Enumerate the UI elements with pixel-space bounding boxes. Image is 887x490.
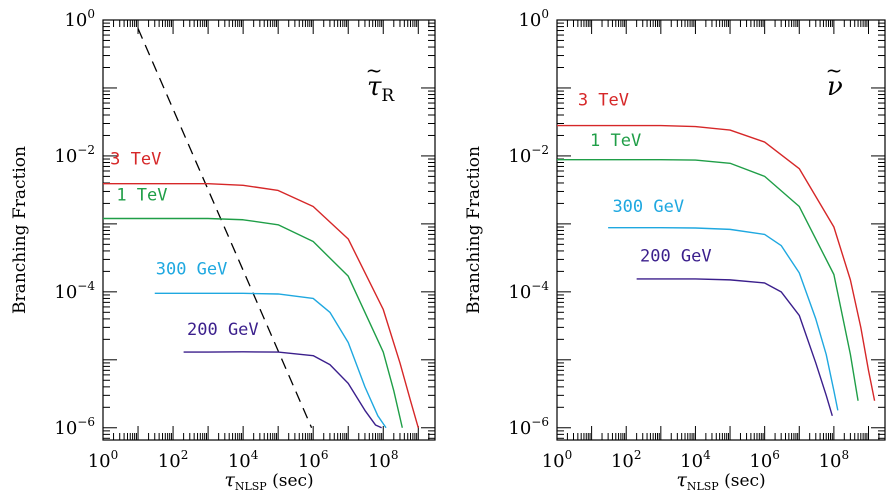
x-tick-label: 106 <box>298 448 329 472</box>
panel-label: τR <box>367 72 395 106</box>
series-label-3-tev: 3 TeV <box>578 91 629 111</box>
y-tick-label: 10−4 <box>508 279 549 303</box>
x-tick-label: 106 <box>749 448 780 472</box>
y-tick-label: 100 <box>518 7 549 31</box>
series-label-200-gev: 200 GeV <box>640 246 712 266</box>
series-line-3-tev <box>103 184 418 428</box>
y-axis-label: Branching Fraction <box>464 146 484 314</box>
series-line-200-gev <box>637 279 833 416</box>
y-tick-label: 10−4 <box>54 279 95 303</box>
series-line-200-gev <box>184 352 382 428</box>
y-tick-label: 100 <box>64 7 95 31</box>
series-label-1-tev: 1 TeV <box>116 186 167 206</box>
x-tick-label: 102 <box>611 448 642 472</box>
plot-frame <box>103 20 435 440</box>
series-label-200-gev: 200 GeV <box>187 320 259 340</box>
x-tick-label: 108 <box>368 448 399 472</box>
x-tick-label: 100 <box>88 448 119 472</box>
x-tick-label: 100 <box>542 448 573 472</box>
series-line-300-gev <box>155 293 386 427</box>
series-label-3-tev: 3 TeV <box>110 149 161 169</box>
series-label-300-gev: 300 GeV <box>156 259 228 279</box>
y-tick-label: 10−2 <box>54 143 95 167</box>
panel-label: ν <box>827 72 843 102</box>
x-tick-label: 108 <box>819 448 850 472</box>
y-axis-label: Branching Fraction <box>10 146 30 314</box>
x-axis-label: τNLSP (sec) <box>676 469 765 490</box>
x-axis-label: τNLSP (sec) <box>224 469 313 490</box>
y-tick-label: 10−6 <box>54 415 95 439</box>
series-line-1-tev <box>557 160 858 401</box>
y-tick-label: 10−6 <box>508 415 549 439</box>
series-label-300-gev: 300 GeV <box>612 197 684 217</box>
x-tick-label: 102 <box>158 448 189 472</box>
series-label-1-tev: 1 TeV <box>590 131 641 151</box>
y-tick-label: 10−2 <box>508 143 549 167</box>
